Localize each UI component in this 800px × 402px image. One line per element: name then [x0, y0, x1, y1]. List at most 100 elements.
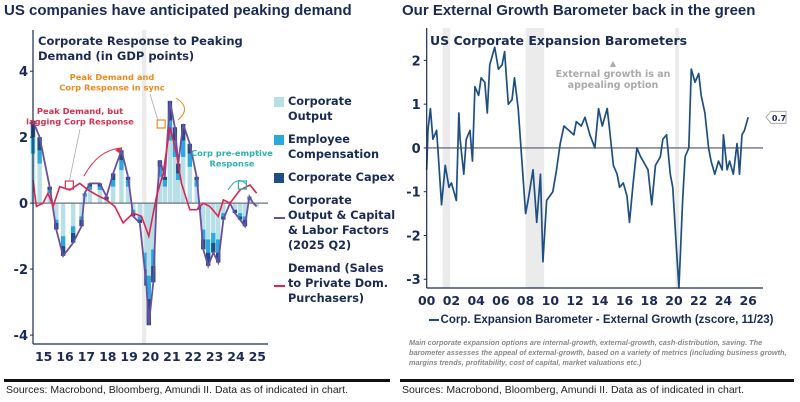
recession-shade — [675, 28, 679, 288]
bar-corporate-output — [70, 203, 76, 227]
recession-shade — [525, 28, 545, 288]
left-chart-title-line1: Corporate Response to Peaking — [38, 34, 243, 48]
bar-employee-compensation — [70, 226, 76, 233]
bar-corporate-capex — [237, 216, 243, 220]
bar-corporate-output — [187, 166, 193, 204]
bar-corporate-capex — [187, 143, 193, 154]
y-tick-label: 4 — [19, 65, 28, 80]
annotation-marker — [156, 119, 166, 129]
bar-corporate-capex — [110, 173, 116, 181]
bar-corporate-output — [125, 186, 131, 204]
x-tick-label: 21 — [163, 349, 180, 364]
bar-employee-compensation — [97, 186, 103, 190]
legend-label: Demand (Sales to Private Dom. Purchasers… — [288, 262, 389, 305]
bar-corporate-output — [37, 163, 42, 204]
bar-employee-compensation — [37, 150, 42, 164]
x-tick-label: 22 — [185, 349, 202, 364]
x-tick-label: 12 — [566, 293, 583, 308]
bar-corporate-output — [110, 186, 116, 204]
bar-corporate-capex — [70, 232, 76, 243]
x-tick-label: 18 — [99, 349, 116, 364]
legend-label: Corporate Output & Capital & Labor Facto… — [288, 194, 396, 252]
legend-swatch — [274, 135, 284, 145]
x-tick-label: 06 — [492, 293, 510, 308]
lag-arrow — [83, 147, 122, 177]
bar-corporate-output — [167, 140, 173, 204]
preemptive-arrow — [227, 180, 248, 191]
bar-corporate-output — [119, 170, 124, 204]
bar-corporate-output — [205, 203, 211, 240]
up-arrow-icon: ▲ — [610, 59, 617, 68]
bar-corporate-output — [232, 203, 238, 210]
y-tick-label: -1 — [406, 186, 420, 201]
bar-employee-compensation — [110, 180, 116, 187]
annotation-text: Corp Response in sync — [59, 83, 165, 93]
x-tick-label: 23 — [206, 349, 223, 364]
legend-label: Corporate Output — [288, 95, 352, 123]
right-chart: 210-1-2-300 02 04 06 08 10 12 14 16 18 20 22 24 260.7… — [406, 28, 787, 308]
left-legend: Corporate Output Employee Compensation C… — [274, 94, 400, 314]
legend-line — [428, 318, 439, 321]
bar-corporate-capex — [137, 219, 143, 223]
x-tick-label: 02 — [443, 293, 460, 308]
y-tick-label: 0 — [412, 142, 421, 157]
right-sources: Sources: Macrobond, Bloomberg, Amundi II… — [402, 384, 745, 396]
total-output-line — [32, 100, 258, 326]
bar-corporate-output — [137, 203, 143, 217]
legend-label: Corp. Expansion Barometer - External Gro… — [440, 314, 774, 326]
y-tick-label: 1 — [412, 98, 421, 113]
bar-corporate-capex — [60, 246, 66, 256]
x-tick-label: 24 — [227, 349, 245, 364]
x-tick-label: 18 — [641, 293, 658, 308]
left-chart-title-line2: Demand (in GDP points) — [38, 49, 194, 63]
x-tick-label: 15 — [35, 349, 52, 364]
annotation-leader — [68, 128, 81, 182]
right-headline: Our External Growth Barometer back in th… — [402, 2, 756, 19]
bar-corporate-output — [242, 203, 248, 217]
legend-label: Employee Compensation — [288, 133, 380, 161]
bar-corporate-output — [176, 180, 181, 204]
legend-item-total-line: Corporate Output & Capital & Labor Facto… — [274, 193, 400, 253]
bar-employee-compensation — [137, 216, 143, 220]
x-tick-label: 17 — [78, 349, 95, 364]
bar-corporate-output — [221, 203, 226, 214]
bar-corporate-output — [151, 203, 156, 250]
bar-employee-compensation — [119, 160, 124, 171]
bar-corporate-output — [146, 203, 151, 276]
annotation-text: Corp pre-emptive — [191, 148, 273, 158]
bar-corporate-output — [104, 199, 109, 204]
bar-employee-compensation — [180, 140, 186, 157]
legend-line — [274, 217, 285, 219]
bar-corporate-capex — [37, 137, 42, 151]
bar-corporate-output — [87, 189, 93, 204]
bar-employee-compensation — [176, 173, 181, 181]
bar-employee-compensation — [205, 239, 211, 253]
bar-employee-compensation — [201, 229, 206, 240]
bar-employee-compensation — [54, 219, 59, 223]
x-tick-label: 25 — [249, 349, 266, 364]
x-tick-label: 19 — [120, 349, 137, 364]
y-tick-label: -2 — [14, 263, 28, 278]
bar-employee-compensation — [144, 252, 149, 270]
y-tick-label: -3 — [406, 273, 420, 288]
x-tick-label: 00 — [418, 293, 436, 308]
x-tick-label: 04 — [467, 293, 485, 308]
recession-shade — [141, 30, 147, 344]
bar-employee-compensation — [157, 166, 163, 177]
y-tick-label: 0 — [19, 197, 28, 212]
x-tick-label: 26 — [739, 293, 757, 308]
bar-corporate-output — [162, 186, 168, 204]
annotation-text: Response — [209, 159, 254, 169]
bar-corporate-output — [79, 203, 84, 217]
bar-corporate-output — [172, 156, 178, 204]
x-tick-label: 10 — [542, 293, 560, 308]
x-tick-label: 14 — [591, 293, 609, 308]
last-value-callout — [765, 110, 787, 124]
bar-employee-compensation — [162, 180, 168, 187]
bar-employee-compensation — [87, 186, 93, 190]
legend-label: Corporate Capex — [288, 171, 395, 184]
barometer-line — [425, 46, 749, 289]
bar-corporate-capex — [162, 176, 168, 181]
